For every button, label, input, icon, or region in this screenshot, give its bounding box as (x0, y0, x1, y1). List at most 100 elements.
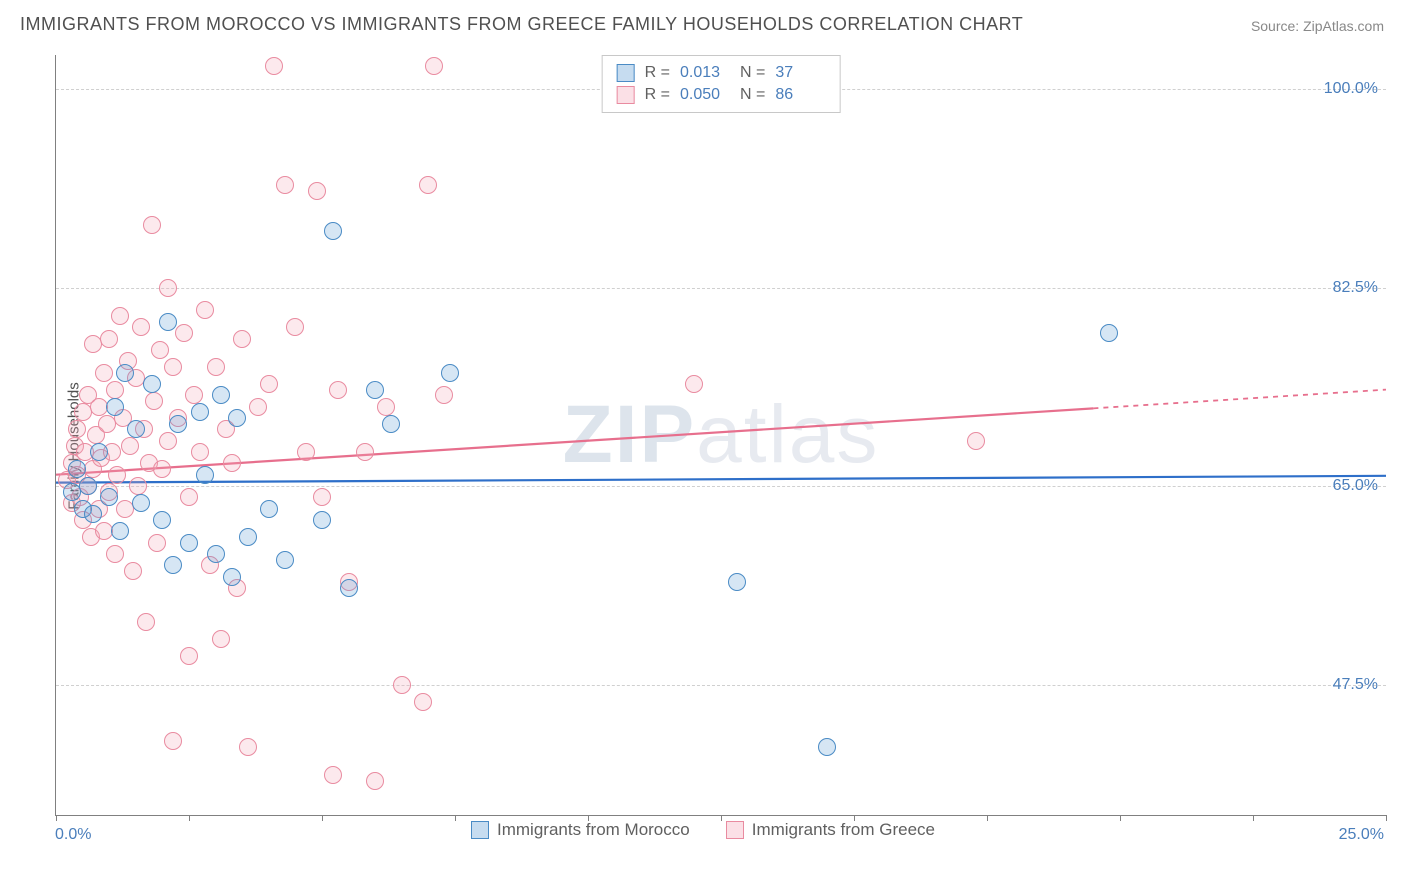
r-label: R = (645, 64, 670, 82)
data-point-greece (137, 613, 155, 631)
data-point-greece (153, 460, 171, 478)
data-point-morocco (143, 375, 161, 393)
data-point-greece (175, 324, 193, 342)
data-point-greece (329, 381, 347, 399)
legend-swatch (617, 86, 635, 104)
data-point-greece (212, 630, 230, 648)
data-point-morocco (191, 403, 209, 421)
r-value: 0.050 (680, 86, 730, 104)
plot-area: ZIPatlas R =0.013N =37R =0.050N =86 47.5… (55, 55, 1386, 816)
data-point-greece (106, 545, 124, 563)
data-point-greece (377, 398, 395, 416)
data-point-greece (233, 330, 251, 348)
data-point-greece (159, 279, 177, 297)
data-point-greece (151, 341, 169, 359)
data-point-morocco (111, 522, 129, 540)
data-point-greece (124, 562, 142, 580)
data-point-morocco (728, 573, 746, 591)
data-point-greece (180, 488, 198, 506)
y-tick-label: 82.5% (1333, 279, 1378, 297)
data-point-greece (297, 443, 315, 461)
data-point-greece (239, 738, 257, 756)
data-point-greece (108, 466, 126, 484)
legend-label: Immigrants from Morocco (497, 820, 690, 840)
data-point-greece (132, 318, 150, 336)
trendline-extrapolated-greece (1093, 390, 1386, 409)
y-tick-label: 65.0% (1333, 477, 1378, 495)
data-point-morocco (169, 415, 187, 433)
data-point-morocco (276, 551, 294, 569)
data-point-morocco (260, 500, 278, 518)
data-point-greece (419, 176, 437, 194)
legend-series: Immigrants from Morocco Immigrants from G… (0, 820, 1406, 844)
data-point-greece (393, 676, 411, 694)
data-point-greece (265, 57, 283, 75)
r-value: 0.013 (680, 64, 730, 82)
data-point-morocco (1100, 324, 1118, 342)
data-point-morocco (116, 364, 134, 382)
data-point-morocco (180, 534, 198, 552)
data-point-greece (143, 216, 161, 234)
n-value: 37 (775, 64, 825, 82)
legend-label: Immigrants from Greece (752, 820, 935, 840)
legend-item-morocco: Immigrants from Morocco (471, 820, 690, 840)
data-point-greece (286, 318, 304, 336)
r-label: R = (645, 86, 670, 104)
n-label: N = (740, 86, 765, 104)
data-point-greece (967, 432, 985, 450)
trendline-greece (56, 408, 1093, 474)
data-point-greece (249, 398, 267, 416)
data-point-greece (324, 766, 342, 784)
legend-swatch (726, 821, 744, 839)
data-point-morocco (159, 313, 177, 331)
data-point-greece (148, 534, 166, 552)
legend-stats-row-greece: R = 0.050 N = 86 (617, 84, 826, 106)
data-point-morocco (340, 579, 358, 597)
data-point-greece (95, 364, 113, 382)
data-point-greece (196, 301, 214, 319)
data-point-morocco (164, 556, 182, 574)
data-point-greece (276, 176, 294, 194)
data-point-morocco (223, 568, 241, 586)
legend-stats: R = 0.013 N = 37 R = 0.050 N = 86 (602, 55, 841, 113)
data-point-morocco (239, 528, 257, 546)
n-value: 86 (775, 86, 825, 104)
data-point-morocco (366, 381, 384, 399)
data-point-morocco (207, 545, 225, 563)
data-point-greece (435, 386, 453, 404)
data-point-morocco (212, 386, 230, 404)
data-point-morocco (818, 738, 836, 756)
data-point-greece (191, 443, 209, 461)
legend-item-greece: Immigrants from Greece (726, 820, 935, 840)
data-point-morocco (127, 420, 145, 438)
chart-title: IMMIGRANTS FROM MOROCCO VS IMMIGRANTS FR… (20, 14, 1023, 35)
data-point-greece (425, 57, 443, 75)
data-point-greece (111, 307, 129, 325)
data-point-greece (68, 420, 86, 438)
data-point-greece (129, 477, 147, 495)
data-point-greece (106, 381, 124, 399)
watermark: ZIPatlas (563, 388, 880, 482)
data-point-greece (164, 732, 182, 750)
data-point-morocco (153, 511, 171, 529)
data-point-morocco (313, 511, 331, 529)
data-point-greece (145, 392, 163, 410)
data-point-morocco (68, 460, 86, 478)
legend-stats-row-morocco: R =0.013N =37 (617, 62, 826, 84)
trendline-morocco (56, 476, 1386, 483)
legend-swatch (617, 64, 635, 82)
data-point-greece (260, 375, 278, 393)
data-point-greece (100, 330, 118, 348)
data-point-morocco (196, 466, 214, 484)
data-point-morocco (79, 477, 97, 495)
data-point-greece (159, 432, 177, 450)
data-point-greece (121, 437, 139, 455)
data-point-morocco (106, 398, 124, 416)
data-point-morocco (382, 415, 400, 433)
trend-lines (56, 55, 1386, 815)
data-point-greece (207, 358, 225, 376)
data-point-greece (685, 375, 703, 393)
gridline (56, 288, 1386, 289)
data-point-morocco (100, 488, 118, 506)
data-point-greece (308, 182, 326, 200)
